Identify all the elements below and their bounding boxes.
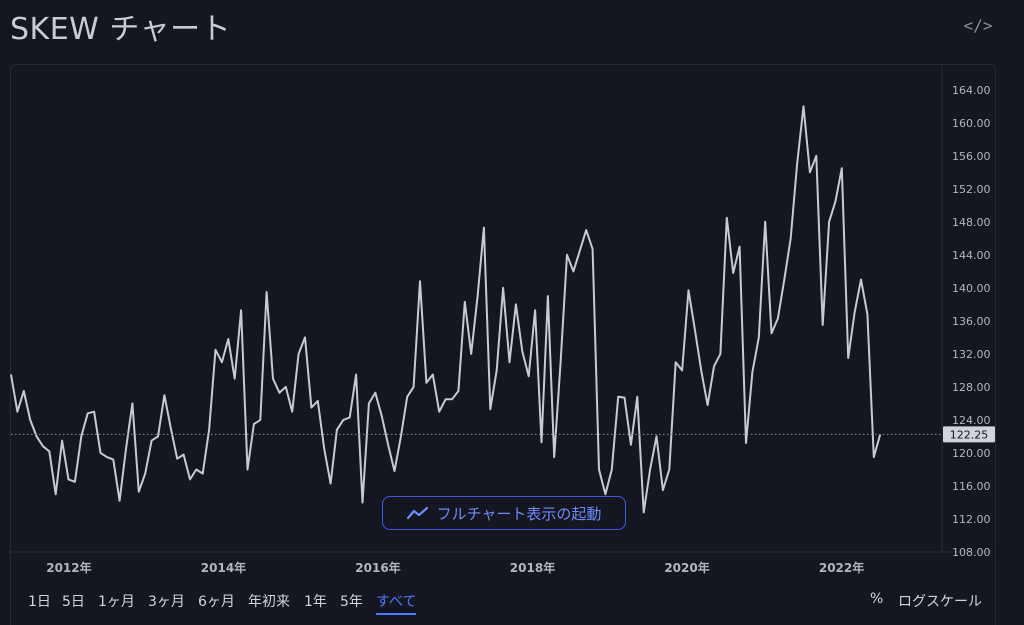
y-tick-label: 128.00 xyxy=(952,381,991,394)
x-tick-label: 2022年 xyxy=(819,560,864,575)
code-icon[interactable]: </> xyxy=(963,16,993,35)
range-3m[interactable]: 3ヶ月 xyxy=(148,594,185,610)
chart-frame xyxy=(10,64,996,625)
y-tick-label: 164.00 xyxy=(952,84,991,97)
y-tick-label: 116.00 xyxy=(952,480,991,493)
range-5d[interactable]: 5日 xyxy=(62,594,85,610)
x-tick-label: 2018年 xyxy=(510,560,555,575)
y-tick-label: 112.00 xyxy=(952,513,991,526)
range-ytd[interactable]: 年初来 xyxy=(248,594,290,610)
y-tick-label: 156.00 xyxy=(952,150,991,163)
range-5y[interactable]: 5年 xyxy=(340,594,363,610)
skew-series-line xyxy=(10,105,882,514)
x-tick-label: 2014年 xyxy=(201,560,246,575)
x-tick-label: 2020年 xyxy=(664,560,709,575)
page-title: SKEW チャート xyxy=(10,12,232,47)
range-toolbar: 1日 5日 1ヶ月 3ヶ月 6ヶ月 年初来 1年 5年 すべて % ログスケール xyxy=(0,580,1024,625)
range-1d[interactable]: 1日 xyxy=(28,594,51,610)
log-scale-toggle[interactable]: ログスケール xyxy=(898,594,982,610)
full-chart-button-label: フルチャート表示の起動 xyxy=(436,504,602,523)
range-all[interactable]: すべて xyxy=(376,591,417,615)
trend-line-icon xyxy=(406,506,428,520)
x-tick-label: 2016年 xyxy=(355,560,400,575)
y-tick-label: 120.00 xyxy=(952,447,991,460)
y-tick-label: 124.00 xyxy=(952,414,991,427)
y-tick-label: 140.00 xyxy=(952,282,991,295)
y-tick-label: 160.00 xyxy=(952,117,991,130)
x-tick-label: 2012年 xyxy=(46,560,91,575)
y-tick-label: 108.00 xyxy=(952,546,991,559)
full-chart-button[interactable]: フルチャート表示の起動 xyxy=(382,496,626,530)
y-tick-label: 148.00 xyxy=(952,216,991,229)
range-1m[interactable]: 1ヶ月 xyxy=(98,594,135,610)
y-tick-label: 136.00 xyxy=(952,315,991,328)
y-tick-label: 132.00 xyxy=(952,348,991,361)
skew-line-chart[interactable]: 108.00 112.00 116.00 120.00 124.00 128.00 132.… xyxy=(0,0,1024,580)
percent-toggle[interactable]: % xyxy=(870,591,884,607)
last-value-badge xyxy=(943,426,995,443)
y-tick-label: 144.00 xyxy=(952,249,991,262)
range-6m[interactable]: 6ヶ月 xyxy=(198,594,235,610)
range-1y[interactable]: 1年 xyxy=(304,594,327,610)
y-tick-label: 152.00 xyxy=(952,183,991,196)
last-value-label: 122.25 xyxy=(950,428,989,441)
